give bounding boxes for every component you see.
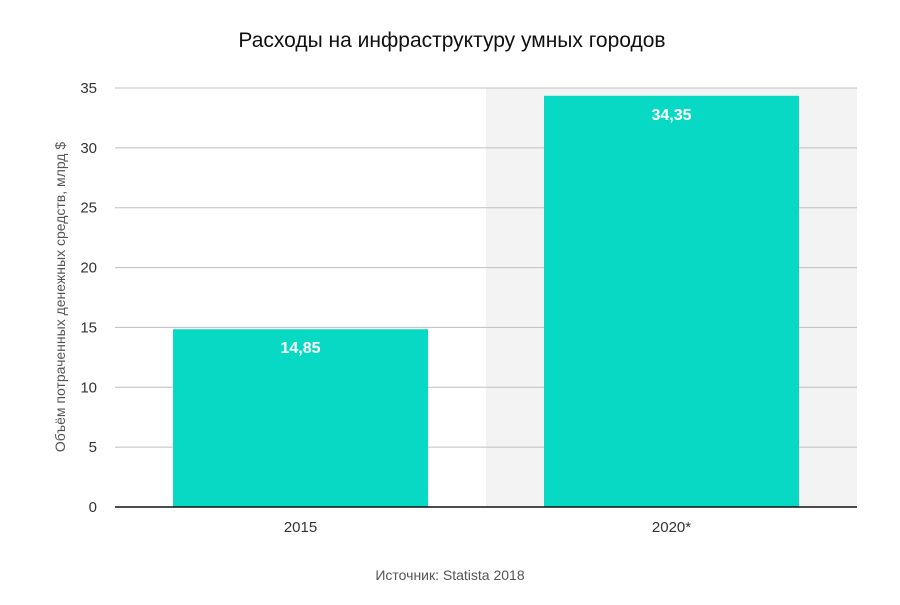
y-tick-label-5: 5 xyxy=(89,439,97,456)
data-label-2020*: 34,35 xyxy=(651,107,691,124)
y-tick-label-0: 0 xyxy=(89,499,97,516)
y-tick-label-15: 15 xyxy=(80,319,97,336)
bar-2020* xyxy=(544,95,799,507)
source-note: Источник: Statista 2018 xyxy=(375,567,524,583)
y-tick-label-35: 35 xyxy=(80,80,97,97)
bar-2015 xyxy=(173,329,428,507)
data-labels: 14,85 34,35 xyxy=(280,107,691,357)
data-label-2015: 14,85 xyxy=(280,340,320,357)
y-axis-label: Объём потраченных денежных средств, млрд… xyxy=(52,142,68,452)
x-axis-ticks: 2015 2020* xyxy=(284,519,691,536)
bars xyxy=(173,95,799,507)
y-tick-label-20: 20 xyxy=(80,260,97,277)
x-tick-label-2015: 2015 xyxy=(284,519,317,536)
y-tick-label-25: 25 xyxy=(80,200,97,217)
y-tick-label-30: 30 xyxy=(80,140,97,157)
y-tick-label-10: 10 xyxy=(80,379,97,396)
chart-title: Расходы на инфраструктуру умных городов xyxy=(238,29,665,52)
x-tick-label-2020*: 2020* xyxy=(652,519,691,536)
y-axis-ticks: 0 5 10 15 20 25 30 35 xyxy=(80,80,97,516)
